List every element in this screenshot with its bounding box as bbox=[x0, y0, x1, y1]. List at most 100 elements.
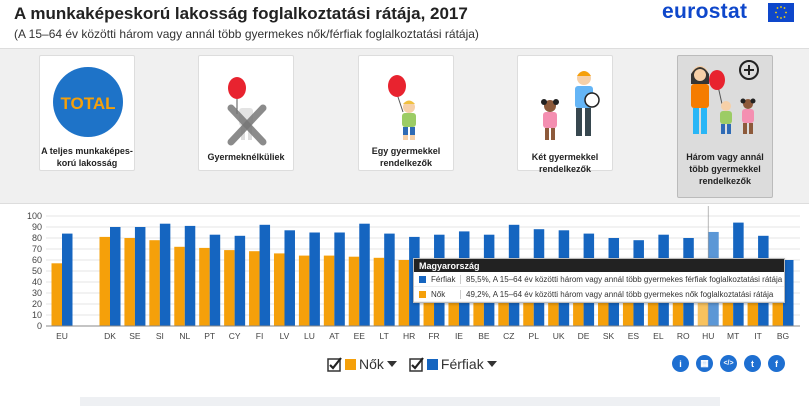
page-subtitle: (A 15–64 év közötti három vagy annál töb… bbox=[14, 27, 479, 41]
x-tick-label: EU bbox=[56, 331, 68, 341]
y-tick-label: 10 bbox=[32, 310, 42, 320]
x-tick-label: ES bbox=[628, 331, 640, 341]
tooltip-value-men: 85,5%, A 15–64 év közötti három vagy ann… bbox=[460, 274, 782, 284]
card-three-plus-children[interactable] bbox=[677, 55, 773, 198]
bar-men-lu[interactable] bbox=[309, 232, 320, 327]
x-tick-label: PT bbox=[204, 331, 215, 341]
x-tick-label: BG bbox=[777, 331, 789, 341]
bar-men-dk[interactable] bbox=[110, 227, 121, 326]
checkbox-checked-icon[interactable] bbox=[409, 356, 424, 372]
bar-men-se[interactable] bbox=[134, 227, 146, 326]
caret-down-icon[interactable] bbox=[386, 361, 397, 367]
bar-men-fi[interactable] bbox=[259, 224, 271, 326]
x-tick-label: CY bbox=[229, 331, 241, 341]
bar-men-pt[interactable] bbox=[209, 234, 221, 326]
y-tick-label: 60 bbox=[32, 255, 42, 265]
bar-women-lu[interactable] bbox=[298, 255, 310, 326]
x-tick-label: CZ bbox=[503, 331, 514, 341]
bar-men-lv[interactable] bbox=[284, 230, 295, 326]
checkbox-checked-icon[interactable] bbox=[327, 356, 342, 372]
bar-women-si[interactable] bbox=[149, 240, 160, 326]
x-tick-label: HR bbox=[403, 331, 415, 341]
bar-women-fi[interactable] bbox=[249, 251, 260, 326]
x-tick-label: AT bbox=[329, 331, 339, 341]
total-badge-icon: TOTAL bbox=[53, 67, 123, 137]
x-tick-label: LT bbox=[380, 331, 389, 341]
legend-item-men[interactable]: Férfiak bbox=[409, 356, 497, 372]
x-tick-label: EE bbox=[354, 331, 366, 341]
page-title: A munkaképeskorú lakosság foglalkoztatás… bbox=[14, 4, 468, 23]
bottom-strip bbox=[80, 397, 720, 406]
x-tick-label: LV bbox=[280, 331, 290, 341]
tooltip-series-men: Férfiak bbox=[431, 274, 456, 284]
bar-women-dk[interactable] bbox=[99, 236, 111, 326]
tooltip-value-women: 49,2%, A 15–64 év közötti három vagy ann… bbox=[460, 289, 773, 299]
bar-women-lv[interactable] bbox=[273, 253, 285, 326]
y-tick-label: 100 bbox=[27, 211, 42, 221]
x-tick-label: FR bbox=[428, 331, 439, 341]
tooltip-swatch-men bbox=[419, 275, 426, 283]
bar-men-lt[interactable] bbox=[384, 233, 395, 326]
bar-men-ee[interactable] bbox=[359, 223, 370, 326]
x-tick-label: MT bbox=[727, 331, 739, 341]
logo-text: eurostat bbox=[662, 0, 748, 23]
bar-women-nl[interactable] bbox=[174, 246, 185, 326]
bar-women-hr[interactable] bbox=[398, 260, 410, 326]
x-tick-label: HU bbox=[702, 331, 714, 341]
bar-women-se[interactable] bbox=[124, 238, 135, 326]
bar-men-at[interactable] bbox=[334, 232, 345, 327]
tooltip-series-women: Nők bbox=[431, 289, 446, 299]
bar-women-lt[interactable] bbox=[373, 257, 385, 326]
total-badge-text: TOTAL bbox=[60, 94, 115, 113]
x-tick-label: SI bbox=[156, 331, 164, 341]
card-one-child[interactable] bbox=[358, 55, 454, 171]
card-two-children[interactable] bbox=[517, 55, 613, 171]
chart-legend: Nők Férfiak bbox=[327, 354, 509, 374]
category-panel: TOTAL A teljes munkaképes-korú lakosság … bbox=[0, 48, 809, 204]
bar-men-cy[interactable] bbox=[234, 235, 246, 326]
embed-icon[interactable]: </> bbox=[720, 355, 737, 372]
card-no-children-label: Gyermeknélküliek bbox=[207, 152, 285, 162]
bar-men-bg[interactable] bbox=[783, 260, 794, 326]
eurostat-logo[interactable]: eurostat bbox=[662, 0, 798, 24]
y-tick-label: 20 bbox=[32, 299, 42, 309]
table-icon[interactable]: ▦ bbox=[696, 355, 713, 372]
x-tick-label: EL bbox=[653, 331, 664, 341]
tooltip-title: Magyarország bbox=[414, 259, 784, 272]
card-no-children[interactable] bbox=[198, 55, 294, 171]
chart-tooltip: Magyarország Férfiak 85,5%, A 15–64 év k… bbox=[413, 258, 785, 303]
x-tick-label: IT bbox=[754, 331, 762, 341]
legend-label-women: Nők bbox=[359, 356, 384, 372]
card-one-child-label: Egy gyermekkel rendelkezők bbox=[371, 146, 441, 168]
bar-women-pt[interactable] bbox=[199, 247, 210, 326]
y-tick-label: 70 bbox=[32, 244, 42, 254]
bar-women-eu[interactable] bbox=[51, 263, 63, 326]
one-child-icon bbox=[388, 75, 416, 140]
y-tick-label: 90 bbox=[32, 222, 42, 232]
bar-women-cy[interactable] bbox=[224, 250, 235, 326]
three-plus-children-icon bbox=[691, 60, 759, 134]
y-tick-label: 30 bbox=[32, 288, 42, 298]
no-children-icon bbox=[227, 77, 267, 146]
bar-women-at[interactable] bbox=[323, 255, 335, 326]
y-tick-label: 40 bbox=[32, 277, 42, 287]
x-tick-label: FI bbox=[256, 331, 264, 341]
facebook-icon[interactable]: f bbox=[768, 355, 785, 372]
y-tick-label: 0 bbox=[37, 321, 42, 331]
caret-down-icon[interactable] bbox=[486, 361, 497, 367]
eu-flag-icon bbox=[768, 3, 794, 22]
x-tick-label: LU bbox=[304, 331, 315, 341]
tooltip-row-men: Férfiak 85,5%, A 15–64 év közötti három … bbox=[414, 272, 784, 287]
x-tick-label: IE bbox=[455, 331, 463, 341]
twitter-icon[interactable]: t bbox=[744, 355, 761, 372]
bar-men-nl[interactable] bbox=[184, 225, 196, 326]
x-tick-label: DE bbox=[578, 331, 590, 341]
info-icon[interactable]: i bbox=[672, 355, 689, 372]
bar-men-eu[interactable] bbox=[62, 233, 73, 326]
bar-men-si[interactable] bbox=[159, 223, 171, 326]
card-total[interactable]: TOTAL bbox=[39, 55, 135, 171]
bar-women-ee[interactable] bbox=[348, 256, 360, 326]
x-tick-label: UK bbox=[553, 331, 565, 341]
legend-item-women[interactable]: Nők bbox=[327, 356, 397, 372]
x-tick-label: PL bbox=[529, 331, 540, 341]
